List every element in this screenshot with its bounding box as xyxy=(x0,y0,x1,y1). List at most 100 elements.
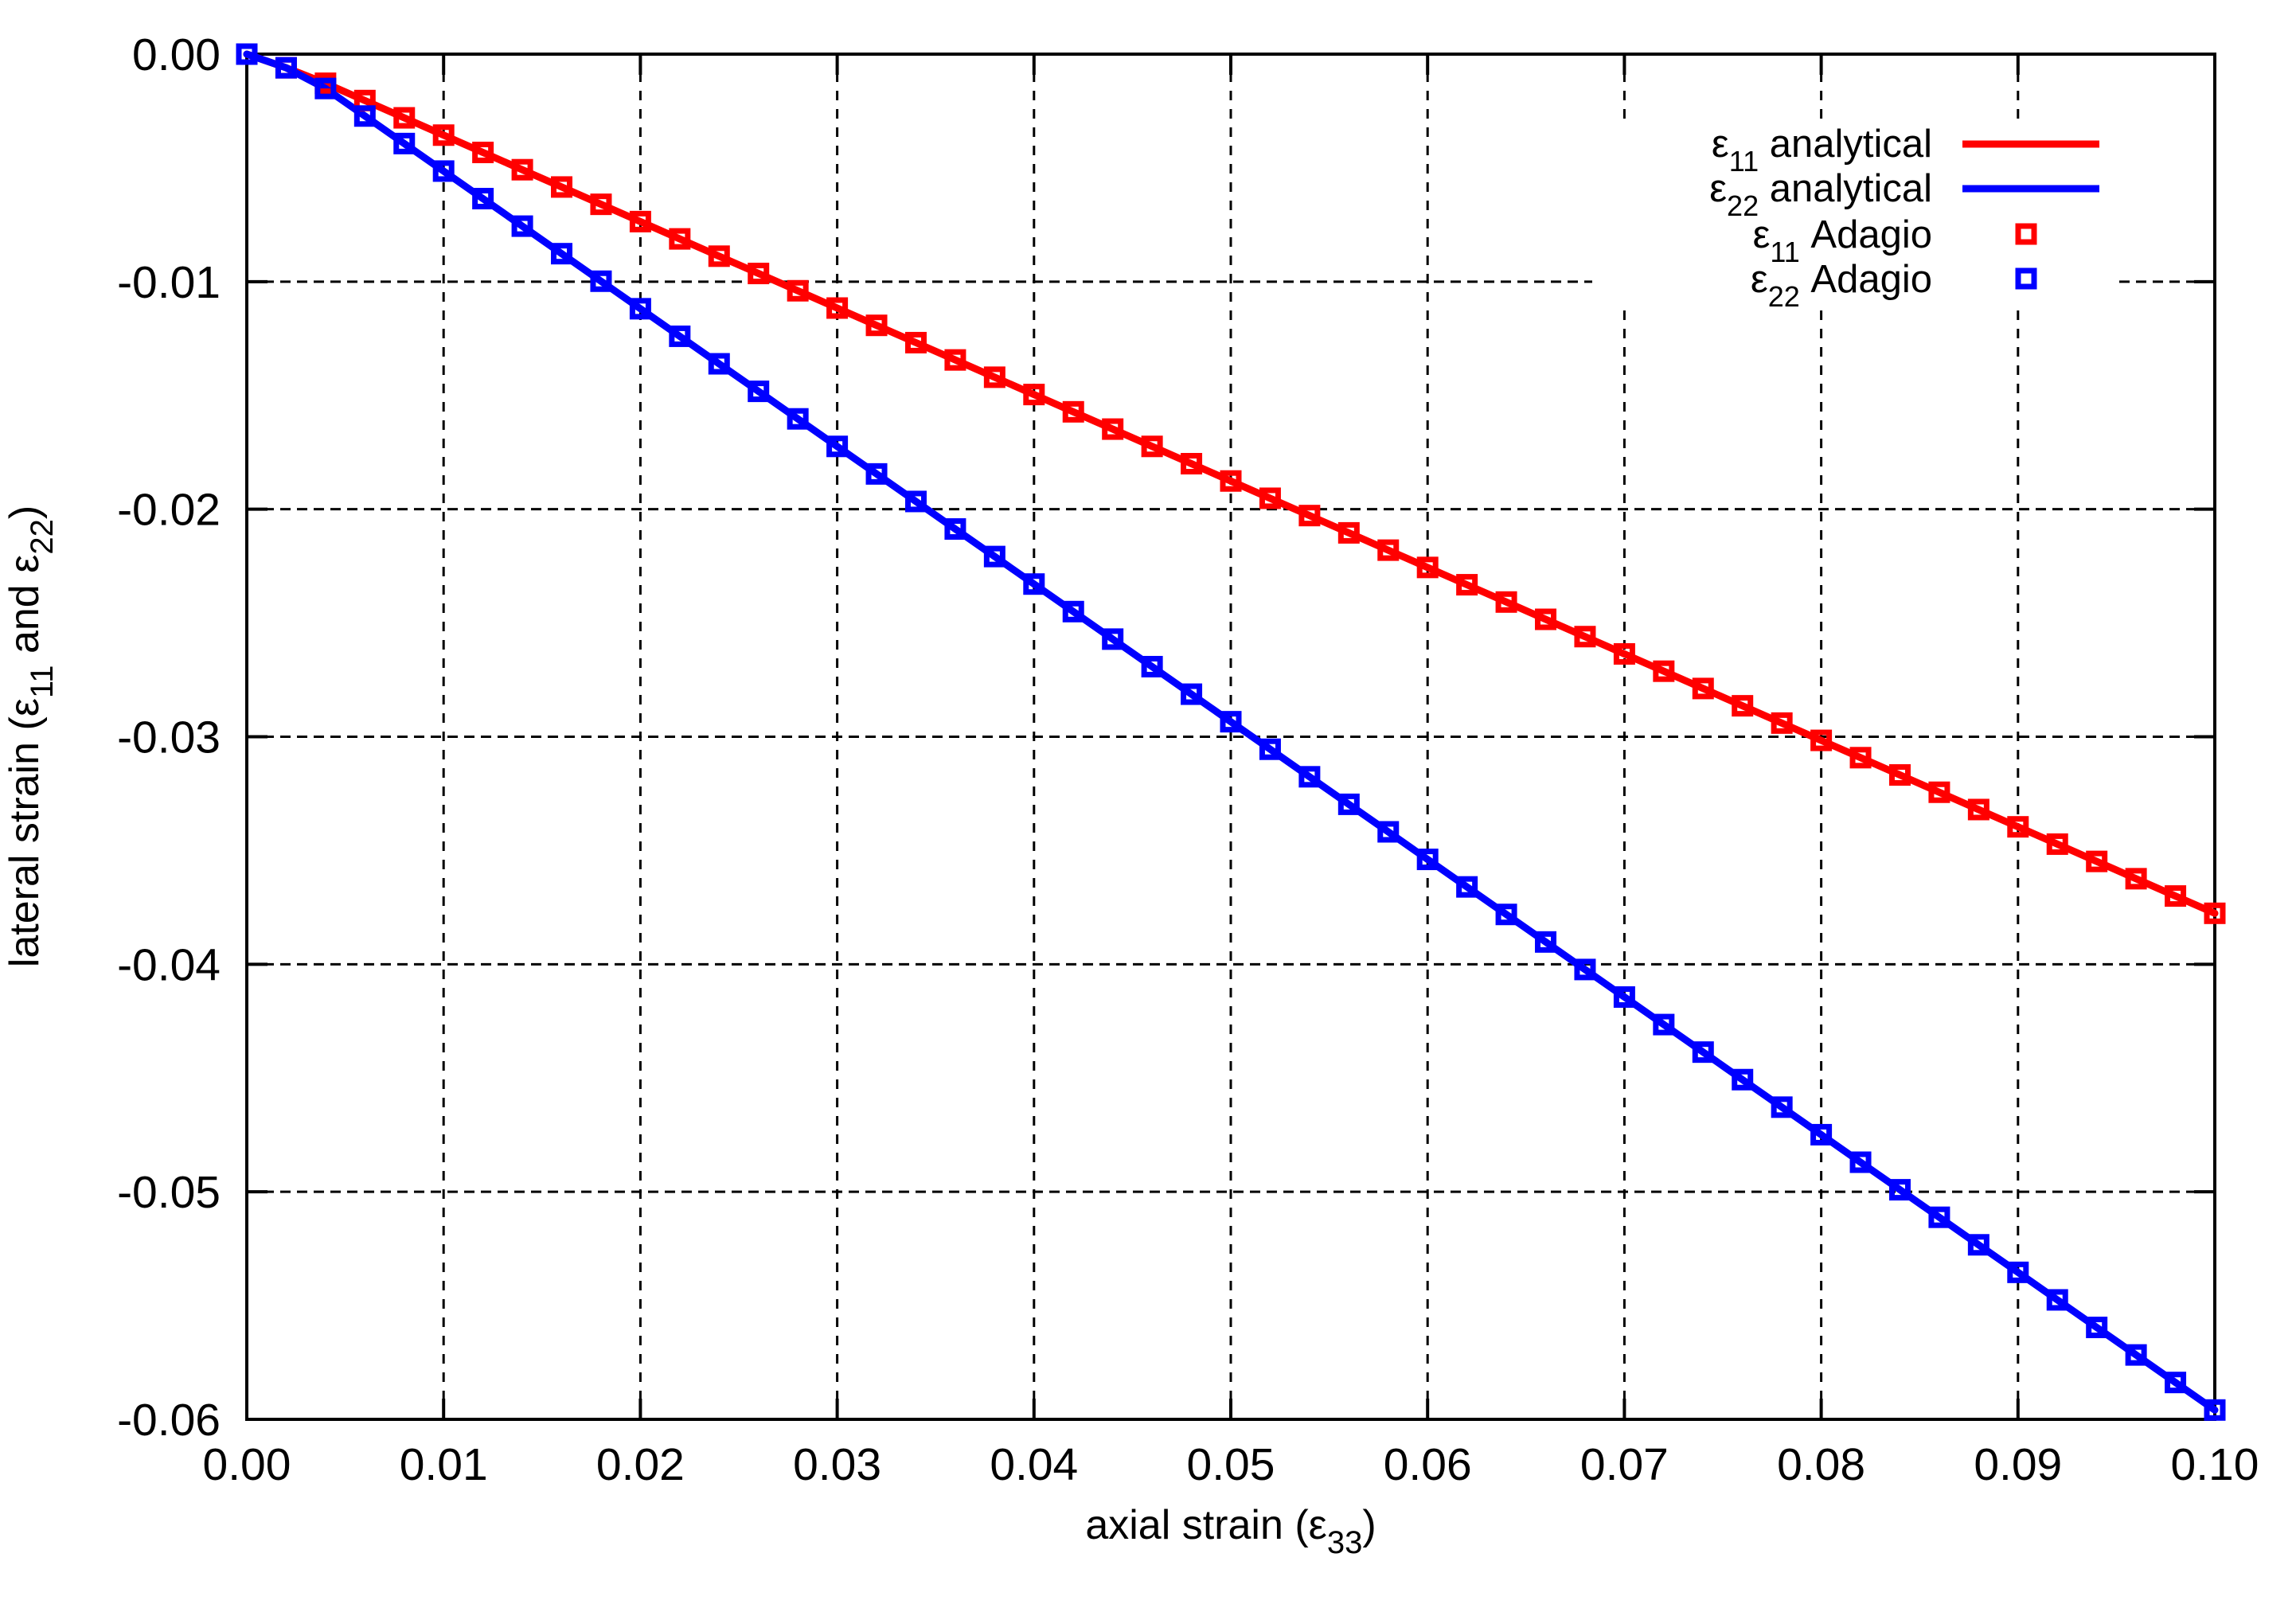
legend-marker-sample xyxy=(2015,267,2037,290)
data-point-marker xyxy=(393,132,416,154)
data-point-marker xyxy=(865,314,888,337)
data-point-marker xyxy=(1732,1068,1754,1091)
data-point-marker xyxy=(748,381,770,403)
data-point-marker xyxy=(1574,626,1596,648)
y-tick-label: -0.03 xyxy=(117,712,221,763)
data-point-marker xyxy=(314,77,337,100)
data-point-marker xyxy=(1298,505,1321,527)
data-point-marker xyxy=(1692,1041,1714,1064)
data-point-marker xyxy=(590,270,612,292)
data-point-marker xyxy=(1574,958,1596,981)
x-tick-label: 0.00 xyxy=(203,1439,291,1490)
data-point-marker xyxy=(1967,1234,1989,1256)
data-point-marker xyxy=(983,545,1005,568)
legend-entry-ε22-analytical: ε22 analytical xyxy=(1709,167,2099,222)
y-tick-label: -0.02 xyxy=(117,485,221,536)
x-tick-label: 0.04 xyxy=(990,1439,1078,1490)
legend-marker-sample xyxy=(2015,223,2037,245)
data-point-marker xyxy=(1613,985,1635,1008)
data-point-marker xyxy=(551,176,573,198)
x-tick-label: 0.06 xyxy=(1384,1439,1472,1490)
legend-entry-ε11-Adagio: ε11 Adagio xyxy=(1753,213,2037,268)
data-point-marker xyxy=(1377,821,1400,843)
data-point-marker xyxy=(826,297,849,319)
data-point-marker xyxy=(1259,738,1281,760)
x-tick-label: 0.09 xyxy=(1974,1439,2062,1490)
series-line-eps11-analytical xyxy=(243,50,2219,917)
legend-entry-label: ε11 analytical xyxy=(1712,123,1932,178)
data-point-marker xyxy=(1535,931,1557,953)
legend-entry-label: ε22 analytical xyxy=(1709,167,1932,222)
data-point-marker xyxy=(2086,850,2108,872)
data-point-marker xyxy=(1416,849,1439,871)
x-tick-label: 0.02 xyxy=(596,1439,685,1490)
data-point-marker xyxy=(1220,470,1242,492)
data-point-marker xyxy=(1967,798,1989,821)
data-point-marker xyxy=(1062,600,1084,623)
data-point-marker xyxy=(1849,1151,1872,1173)
data-point-marker xyxy=(787,279,809,302)
x-tick-label: 0.05 xyxy=(1187,1439,1275,1490)
data-point-marker xyxy=(629,210,651,232)
y-axis-tick-labels: 0.00 -0.01 -0.02 -0.03 -0.04 -0.05 -0.06 xyxy=(117,29,221,1446)
data-point-marker xyxy=(236,43,258,65)
legend-entry-label: ε11 Adagio xyxy=(1753,213,1932,268)
data-point-marker xyxy=(1495,591,1517,613)
data-point-marker xyxy=(1653,660,1675,682)
data-point-marker xyxy=(1181,683,1203,705)
data-point-marker xyxy=(472,141,494,163)
data-point-marker xyxy=(1141,655,1163,677)
x-axis-label: axial strain (ε33) xyxy=(1085,1502,1376,1560)
data-point-marker xyxy=(708,353,730,375)
data-point-marker xyxy=(1928,1206,1950,1228)
data-point-marker xyxy=(2165,885,2187,907)
x-tick-label: 0.08 xyxy=(1777,1439,1865,1490)
data-point-marker xyxy=(590,193,612,216)
data-point-marker xyxy=(2204,902,2226,924)
data-point-marker xyxy=(787,408,809,430)
data-point-marker xyxy=(1495,904,1517,926)
data-point-marker xyxy=(1220,711,1242,733)
data-point-marker xyxy=(2007,1261,2029,1283)
legend-entry-ε22-Adagio: ε22 Adagio xyxy=(1751,258,2037,313)
data-point-marker xyxy=(1337,793,1360,815)
data-point-marker xyxy=(1023,384,1045,406)
data-point-marker xyxy=(1181,453,1203,474)
y-tick-label: -0.04 xyxy=(117,939,221,990)
data-point-marker xyxy=(983,366,1005,388)
data-point-marker xyxy=(511,215,533,237)
data-point-marker xyxy=(865,462,888,485)
data-point-marker xyxy=(1888,1179,1911,1201)
data-point-marker xyxy=(1141,435,1163,458)
data-point-marker xyxy=(1771,1096,1793,1118)
data-point-marker xyxy=(1535,608,1557,630)
data-point-marker xyxy=(1810,729,1833,751)
data-point-marker xyxy=(1810,1123,1833,1146)
data-point-marker xyxy=(1732,695,1754,717)
data-point-marker xyxy=(708,245,730,267)
x-tick-label: 0.03 xyxy=(793,1439,881,1490)
data-point-marker xyxy=(353,105,376,127)
data-point-marker xyxy=(669,325,691,347)
data-point-marker xyxy=(748,263,770,285)
data-point-marker xyxy=(1298,766,1321,788)
data-point-marker xyxy=(1377,539,1400,561)
data-point-marker xyxy=(904,331,927,353)
data-point-marker xyxy=(551,243,573,265)
x-tick-label: 0.07 xyxy=(1580,1439,1669,1490)
data-point-marker xyxy=(1888,764,1911,786)
tick-marks xyxy=(245,53,2216,1421)
y-axis-label: lateral strain (ε11 and ε22) xyxy=(2,505,60,967)
data-point-marker xyxy=(1023,573,1045,595)
data-point-marker xyxy=(2204,1399,2226,1421)
data-point-marker xyxy=(2046,833,2068,855)
data-point-marker xyxy=(2125,868,2147,890)
data-point-marker xyxy=(1062,400,1084,423)
y-tick-label: 0.00 xyxy=(132,29,221,80)
data-point-marker xyxy=(1337,521,1360,544)
series-line-eps22-analytical xyxy=(243,50,2219,1414)
data-point-marker xyxy=(1416,556,1439,579)
data-point-marker xyxy=(1102,418,1124,440)
